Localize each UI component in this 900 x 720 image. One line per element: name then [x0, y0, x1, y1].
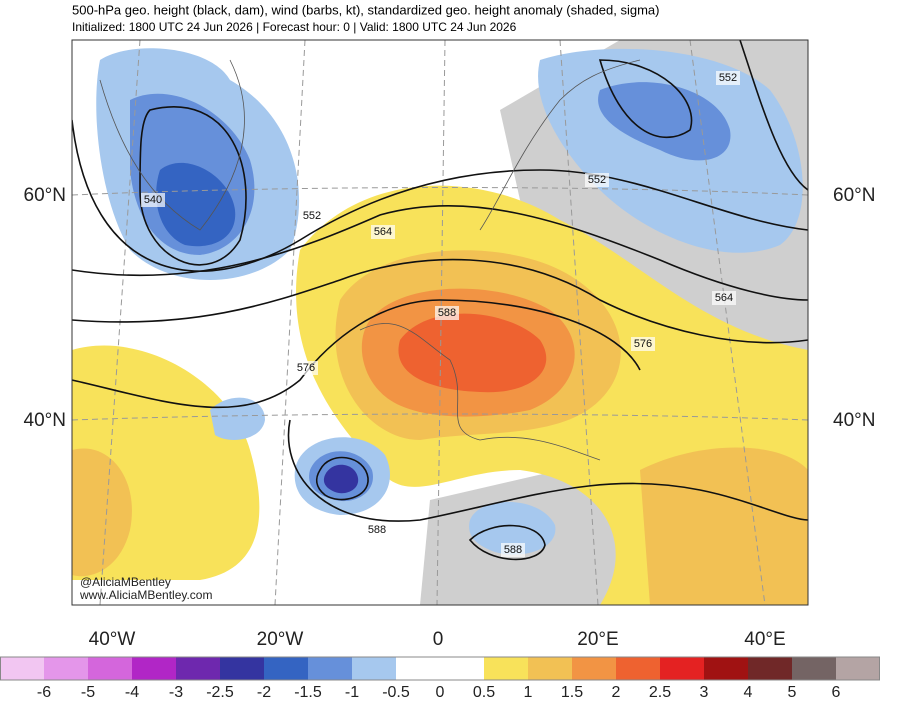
colorbar-tick-label: 6: [832, 684, 841, 701]
contour-label: 576: [634, 338, 652, 350]
contour-label-bg: [716, 71, 740, 85]
contour-label-bg: [371, 225, 395, 239]
latitude-label: 60°N: [24, 185, 66, 206]
subtitle: Initialized: 1800 UTC 24 Jun 2026 | Fore…: [72, 20, 517, 34]
latitude-label: 40°N: [833, 410, 875, 431]
contour-label: 540: [144, 194, 162, 206]
contour-label-bg: [435, 306, 459, 320]
contour-label: 576: [297, 362, 315, 374]
contour-label: 552: [303, 210, 321, 222]
contour-label: 588: [368, 524, 386, 536]
contour-labels: 540 552 552 552 564 564 576 576 588 588 588: [141, 71, 740, 557]
colorbar-tick-label: -4: [125, 684, 139, 701]
contour-label: 564: [374, 226, 392, 238]
contour-label-bg: [300, 209, 324, 223]
colorbar: -6 -5 -4 -3 -2.5 -2 -1.5 -1 -0.5 0 0.5 1 1.5 2 2.5 3 4 5 6: [0, 656, 880, 701]
colorbar-tick-label: -0.5: [382, 684, 410, 701]
contour-label: 564: [715, 292, 733, 304]
latitude-label: 40°N: [24, 410, 66, 431]
contour-label: 552: [588, 174, 606, 186]
color-bin: [88, 657, 132, 680]
colorbar-tick-label: 4: [744, 684, 753, 701]
contour-label-bg: [141, 193, 165, 207]
color-bin: [704, 657, 748, 680]
contour-label: 552: [719, 72, 737, 84]
contour-label: 588: [438, 307, 456, 319]
colorbar-tick-label: -1: [345, 684, 359, 701]
color-bin: [528, 657, 572, 680]
color-bin: [132, 657, 176, 680]
map-frame: [71, 39, 809, 606]
longitude-label: 20°W: [257, 629, 304, 650]
color-bin: [792, 657, 836, 680]
colorbar-tick-label: 1: [524, 684, 533, 701]
colorbar-tick-label: -6: [37, 684, 51, 701]
color-bin: [616, 657, 660, 680]
contour-label-bg: [631, 337, 655, 351]
longitude-label: 40°W: [89, 629, 136, 650]
color-bin: [44, 657, 88, 680]
colorbar-tick-label: 1.5: [561, 684, 583, 701]
credit: @AliciaMBentley: [80, 575, 171, 589]
contour-label-bg: [585, 173, 609, 187]
contour-label-bg: [501, 543, 525, 557]
contour-label-bg: [294, 361, 318, 375]
colorbar-tick-label: -1.5: [294, 684, 322, 701]
latitude-label: 60°N: [833, 185, 875, 206]
contour-label: 588: [504, 544, 522, 556]
map: 540 552 552 552 564 564 576 576 588 588 588 @Alici…: [72, 40, 808, 605]
colorbar-tick-label: 2.5: [649, 684, 671, 701]
longitude-label: 40°E: [744, 629, 785, 650]
title: 500-hPa geo. height (black, dam), wind (…: [72, 2, 660, 17]
color-bin: [836, 657, 880, 680]
longitude-label: 20°E: [577, 629, 618, 650]
colorbar-tick-label: 3: [700, 684, 709, 701]
color-bin: [220, 657, 264, 680]
colorbar-tick-label: -2.5: [206, 684, 234, 701]
geo-labels: 60°N 60°N 40°N 40°N 40°W 20°W 0 20°E 40°E: [24, 185, 876, 650]
longitude-label: 0: [433, 629, 444, 650]
color-bin: [484, 657, 528, 680]
color-bin: [176, 657, 220, 680]
contour-label-bg: [365, 523, 389, 537]
colorbar-tick-label: 2: [612, 684, 621, 701]
color-bin: [748, 657, 792, 680]
colorbar-tick-label: -2: [257, 684, 271, 701]
color-bin: [0, 657, 44, 680]
credit: www.AliciaMBentley.com: [79, 588, 212, 602]
colorbar-tick-label: 0.5: [473, 684, 495, 701]
colorbar-tick-label: -3: [169, 684, 183, 701]
color-bin: [352, 657, 396, 680]
colorbar-tick-label: 5: [788, 684, 797, 701]
colorbar-frame: [0, 656, 880, 681]
colorbar-tick-label: 0: [436, 684, 445, 701]
color-bin: [440, 657, 484, 680]
color-bin: [660, 657, 704, 680]
color-bin: [308, 657, 352, 680]
contour-label-bg: [712, 291, 736, 305]
color-bin: [396, 657, 440, 680]
color-bin: [572, 657, 616, 680]
color-bin: [264, 657, 308, 680]
colorbar-tick-label: -5: [81, 684, 95, 701]
